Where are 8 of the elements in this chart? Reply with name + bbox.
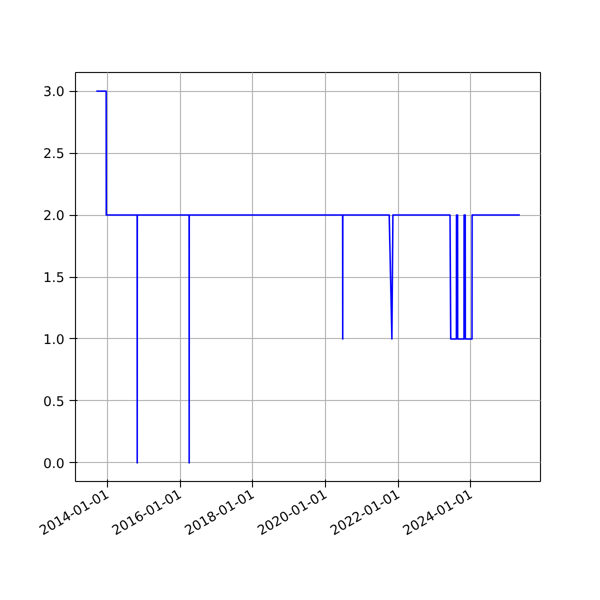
y-tick-label: 2.5 bbox=[43, 147, 65, 162]
y-tick-label: 1.5 bbox=[43, 271, 65, 286]
y-tick-label: 3.0 bbox=[43, 85, 65, 100]
y-tick-label: 0.0 bbox=[43, 456, 65, 472]
y-tick-label: 1.0 bbox=[43, 332, 65, 348]
y-tick-label: 0.5 bbox=[43, 394, 65, 410]
line-series bbox=[96, 90, 521, 464]
y-tick-label: 2.0 bbox=[43, 209, 65, 224]
